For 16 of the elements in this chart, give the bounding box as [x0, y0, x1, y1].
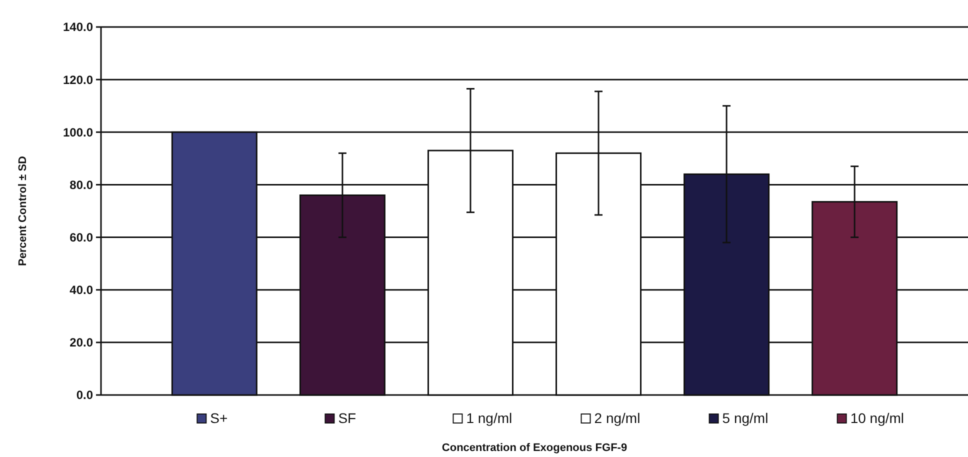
legend-label: 2 ng/ml [594, 410, 640, 426]
legend-label: 10 ng/ml [850, 410, 904, 426]
legend-label: 5 ng/ml [722, 410, 768, 426]
y-tick-label: 120.0 [62, 72, 94, 87]
y-tick-label: 80.0 [70, 178, 94, 192]
y-tick-label: 40.0 [70, 283, 94, 298]
legend-label: S+ [210, 410, 228, 426]
y-tick-label: 60.0 [70, 230, 94, 244]
y-tick-label: 0.0 [76, 388, 94, 402]
y-axis-title: Percent Control ± SD [17, 156, 29, 266]
y-tick-label: 140.0 [62, 20, 94, 34]
x-axis-title: Concentration of Exogenous FGF-9 [442, 442, 628, 454]
legend-label: SF [338, 410, 356, 426]
legend-label: 1 ng/ml [466, 410, 512, 426]
y-tick-label: 100.0 [62, 125, 94, 140]
y-tick-label: 20.0 [70, 336, 94, 350]
